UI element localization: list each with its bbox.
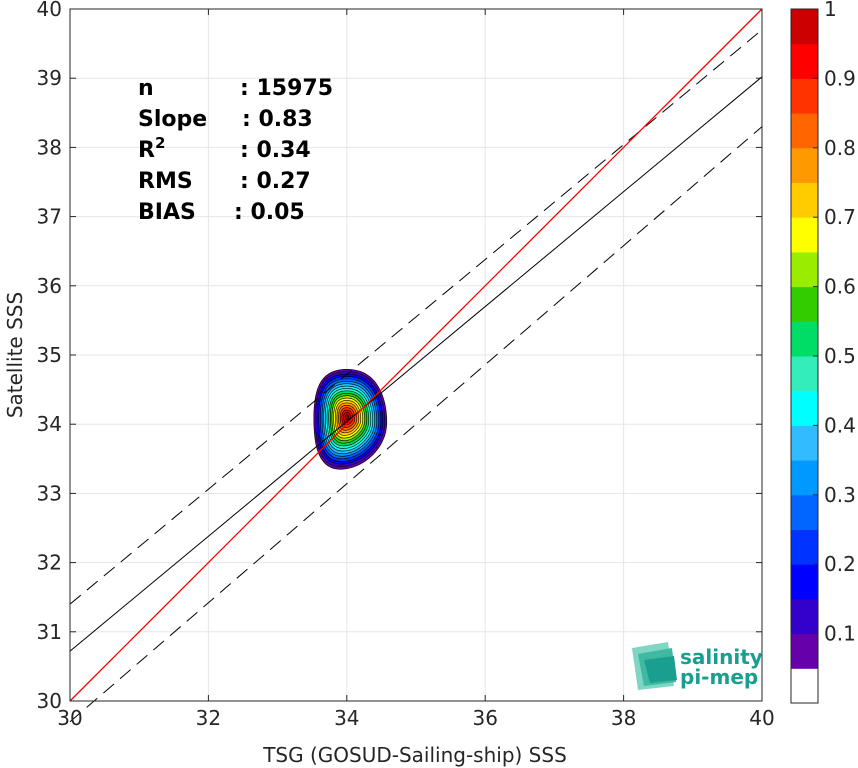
stat-value: : 15975 xyxy=(240,76,333,101)
stat-value: : 0.34 xyxy=(240,138,311,163)
colorbar-tick-label: 0.3 xyxy=(824,483,856,507)
colorbar-segment xyxy=(791,390,818,426)
y-axis-label: Satellite SSS xyxy=(3,292,27,418)
colorbar-segment xyxy=(791,113,818,149)
colorbar-segment xyxy=(791,251,818,288)
x-tick-label: 34 xyxy=(334,706,359,730)
y-tick-label: 38 xyxy=(37,135,62,159)
colorbar-segment xyxy=(791,147,818,183)
stat-label: n xyxy=(138,76,154,101)
axes: 30 32 34 36 38 40 30 31 32 33 34 35 36 37 38 39 40 xyxy=(37,0,775,730)
colorbar-segment xyxy=(791,356,818,392)
y-tick-label: 40 xyxy=(37,0,62,21)
y-tick-label: 32 xyxy=(37,551,62,575)
y-tick-label: 36 xyxy=(37,274,62,298)
x-tick-label: 30 xyxy=(57,706,82,730)
colorbar-segment xyxy=(791,564,818,600)
colorbar-tick-label: 0.9 xyxy=(824,66,856,90)
y-tick-label: 30 xyxy=(37,689,62,713)
stat-value: : 0.27 xyxy=(240,169,311,194)
salinity-pi-mep-logo: salinity pi-mep xyxy=(632,642,763,690)
y-tick-label: 34 xyxy=(37,412,62,436)
colorbar-tick-label: 1 xyxy=(824,0,837,21)
colorbar-segment xyxy=(791,43,818,79)
y-tick-label: 39 xyxy=(37,66,62,90)
stat-label: RMS xyxy=(138,169,193,194)
upper-bound-line xyxy=(69,29,763,605)
y-tick-label: 35 xyxy=(37,343,62,367)
colorbar-tick-label: 0.8 xyxy=(824,136,856,160)
colorbar-segment xyxy=(791,321,818,357)
colorbar-tick-label: 0.2 xyxy=(824,552,856,576)
y-tick-label: 31 xyxy=(37,620,62,644)
y-tick-label: 33 xyxy=(37,481,62,505)
density-level xyxy=(344,414,350,421)
colorbar-segment xyxy=(791,598,818,635)
identity-line xyxy=(69,8,763,702)
x-axis-label: TSG (GOSUD-Sailing-ship) SSS xyxy=(262,743,567,767)
stat-value: : 0.83 xyxy=(242,107,313,132)
colorbar-segment xyxy=(791,286,818,322)
colorbar-segment xyxy=(791,217,818,253)
stat-label: R2 xyxy=(138,134,165,163)
colorbar-tick-label: 0.7 xyxy=(824,205,856,229)
colorbar-segment xyxy=(791,460,818,496)
x-tick-label: 36 xyxy=(472,706,497,730)
density-contours xyxy=(313,368,388,470)
lower-bound-line xyxy=(69,126,763,723)
colorbar-tick-label: 0.5 xyxy=(824,344,856,368)
reference-lines xyxy=(69,8,763,723)
stat-value: : 0.05 xyxy=(234,200,305,225)
stat-label: Slope xyxy=(138,107,207,132)
stat-label: BIAS xyxy=(138,200,196,225)
colorbar-segment xyxy=(791,494,818,530)
logo-icon xyxy=(632,642,677,690)
colorbar-tick-label: 0.4 xyxy=(824,413,856,437)
colorbar-segment xyxy=(791,425,818,461)
colorbar-tick-label: 0.1 xyxy=(824,622,856,646)
logo-text-line1: salinity xyxy=(680,645,763,669)
y-tick-label: 37 xyxy=(37,205,62,229)
x-tick-label: 38 xyxy=(611,706,636,730)
x-tick-label: 40 xyxy=(749,706,774,730)
logo-text-line2: pi-mep xyxy=(680,665,758,689)
statistics-box: n : 15975 Slope : 0.83 R2 : 0.34 RMS : 0.27 BIAS… xyxy=(138,76,333,225)
colorbar-segment xyxy=(791,9,818,45)
colorbar-segment xyxy=(791,78,818,114)
colorbar: 0.1 0.2 0.3 0.4 0.5 0.6 0.7 0.8 0.9 1 xyxy=(790,0,856,704)
x-tick-label: 32 xyxy=(196,706,221,730)
colorbar-segment xyxy=(791,529,818,565)
regression-line xyxy=(69,76,763,652)
colorbar-segment xyxy=(791,668,818,704)
colorbar-tick-label: 0.6 xyxy=(824,275,856,299)
colorbar-segment xyxy=(791,633,818,669)
colorbar-segment xyxy=(791,182,818,218)
